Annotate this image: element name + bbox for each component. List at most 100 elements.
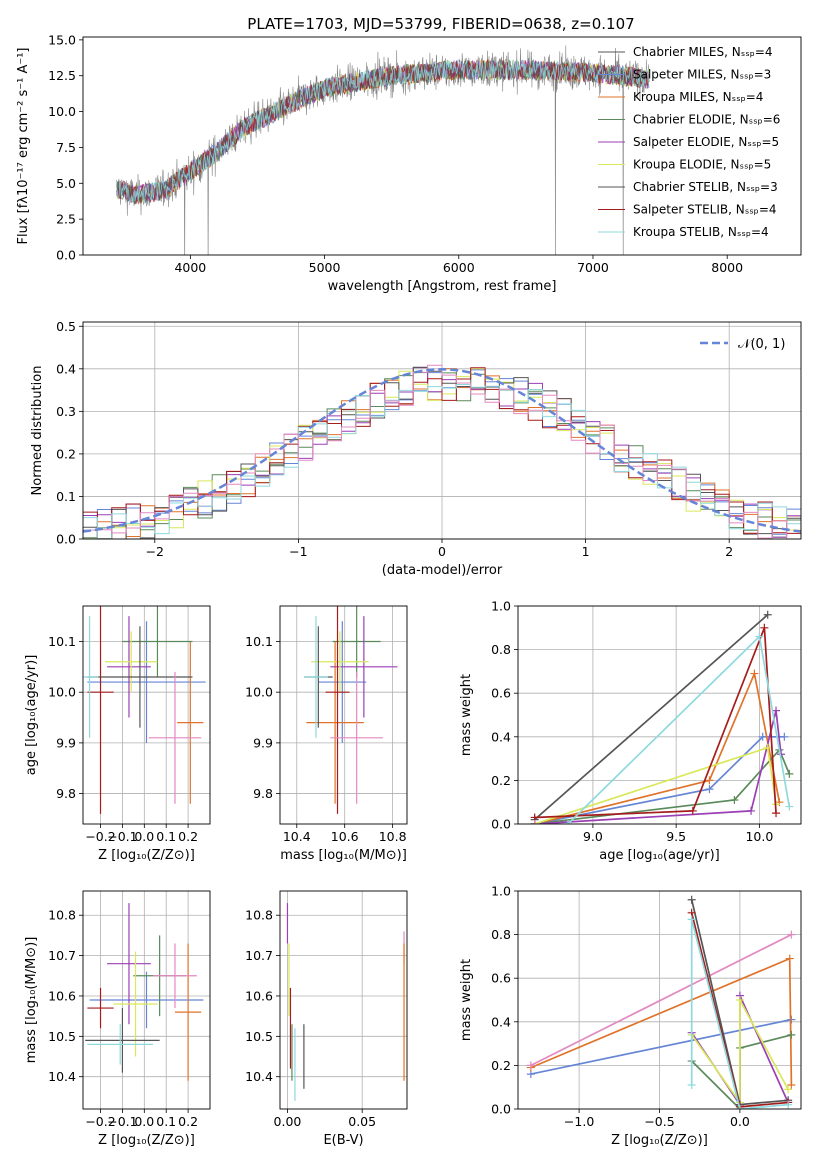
y-tick-label: 10.1 (48, 634, 76, 649)
x-tick-label: 9.0 (583, 829, 603, 844)
weight-marker-c0 (705, 785, 714, 794)
x-tick-label: 0.2 (178, 829, 198, 844)
y-tick-label: 0.8 (491, 642, 511, 657)
x-tick-label: −2 (146, 544, 164, 559)
weight-marker-c8 (530, 820, 539, 824)
weight-marker-c1 (705, 776, 714, 785)
legend-label: 𝒩(0, 1) (738, 337, 785, 352)
x-tick-label: −1 (289, 544, 307, 559)
axes-frame (517, 605, 802, 825)
weight-marker-c6 (760, 623, 769, 632)
model-spectrum-c7 (116, 59, 650, 204)
y-tick-label: 0.0 (56, 532, 76, 547)
y-tick-label: 10.0 (245, 685, 273, 700)
y-tick-label: 10.5 (245, 1029, 273, 1044)
weight-marker-c6 (688, 806, 697, 815)
y-tick-label: 10.0 (48, 104, 76, 119)
x-axis-label: mass [log₁₀(M/M⊙)] (280, 848, 407, 863)
y-axis-label: mass weight (459, 674, 474, 756)
weight-marker-c0 (758, 732, 767, 741)
y-tick-label: 12.5 (48, 68, 76, 83)
weight-marker-c7 (687, 1081, 696, 1090)
axes-frame (82, 36, 802, 256)
y-tick-label: 15.0 (48, 32, 76, 47)
axes-frame (279, 605, 408, 825)
weight-line-c0 (530, 1018, 792, 1075)
x-tick-label: 0.00 (274, 1114, 302, 1129)
x-tick-label: 0.05 (348, 1114, 376, 1129)
weight-marker-c6 (772, 809, 781, 818)
y-tick-label: 9.9 (253, 735, 273, 750)
plot-area (83, 364, 801, 539)
weight-line-c8 (530, 933, 792, 1067)
y-tick-label: 7.5 (56, 140, 76, 155)
x-tick-label: 0.0 (134, 1114, 154, 1129)
x-tick-label: 10.0 (745, 829, 773, 844)
x-tick-label: −0.2 (85, 829, 115, 844)
y-tick-label: 9.8 (56, 786, 76, 801)
x-tick-label: 9.5 (666, 829, 686, 844)
y-tick-label: 10.8 (48, 908, 76, 923)
x-tick-label: 2 (725, 544, 733, 559)
y-tick-label: 9.9 (56, 735, 76, 750)
weight-line-c6 (534, 627, 777, 819)
y-axis-label: mass [log₁₀(M/M⊙)] (24, 937, 39, 1064)
y-tick-label: 0.1 (56, 489, 76, 504)
y-tick-label: 0.4 (491, 729, 511, 744)
y-tick-label: 0.4 (56, 361, 76, 376)
x-axis-label: Z [log₁₀(Z/Z⊙)] (611, 1133, 708, 1148)
y-tick-label: 0.0 (491, 817, 511, 832)
y-tick-label: 0.0 (56, 248, 76, 263)
legend-label: Kroupa ELODIE, Nₛₛₚ=5 (633, 158, 771, 172)
legend-label: Chabrier ELODIE, Nₛₛₚ=6 (633, 113, 780, 127)
x-tick-label: −0.1 (107, 829, 137, 844)
weight-marker-c1 (750, 669, 759, 678)
legend-label: Salpeter ELODIE, Nₛₛₚ=5 (633, 135, 779, 149)
weight-marker-c3 (747, 806, 756, 815)
y-tick-label: 0.6 (491, 686, 511, 701)
y-tick-label: 5.0 (56, 176, 76, 191)
x-tick-label: 4000 (174, 260, 206, 275)
axes-frame (279, 890, 408, 1110)
x-axis-label: Z [log₁₀(Z/Z⊙)] (98, 1133, 195, 1148)
axes-frame (82, 605, 211, 825)
x-tick-label: 1 (582, 544, 590, 559)
weight-line-c3 (534, 710, 782, 824)
y-tick-label: 10.5 (48, 1029, 76, 1044)
legend-label: Salpeter STELIB, Nₛₛₚ=4 (633, 203, 777, 217)
legend-label: Chabrier MILES, Nₛₛₚ=4 (633, 45, 773, 59)
y-tick-label: 10.4 (245, 1069, 273, 1084)
y-tick-label: 0.0 (491, 1102, 511, 1117)
x-axis-label: E(B-V) (323, 1133, 363, 1148)
weight-marker-c7 (785, 802, 794, 811)
x-axis-label: (data-model)/error (382, 563, 503, 578)
x-tick-label: 0.0 (134, 829, 154, 844)
axes-frame (82, 321, 802, 540)
weight-line-c0 (534, 735, 785, 824)
axes-frame (82, 890, 211, 1110)
y-axis-label: mass weight (459, 959, 474, 1041)
plot-area (286, 903, 405, 1101)
x-tick-label: 5000 (309, 260, 341, 275)
plot-area (85, 903, 204, 1081)
axes-age_vs_mass: 10.4 10.6 10.8 9.8 9.9 10.0 10.1 mass [log₁₀(M/… (245, 605, 408, 863)
legend-label: Salpeter MILES, Nₛₛₚ=3 (633, 68, 771, 82)
y-tick-label: 10.6 (48, 988, 76, 1003)
legend-label: Chabrier STELIB, Nₛₛₚ=3 (633, 180, 778, 194)
weight-marker-c2 (785, 769, 794, 778)
weight-marker-c7 (563, 820, 572, 824)
x-tick-label: 7000 (577, 260, 609, 275)
weight-line-c4 (691, 999, 789, 1106)
y-tick-label: 0.3 (56, 404, 76, 419)
y-tick-label: 10.0 (48, 685, 76, 700)
weight-line-c1 (534, 670, 781, 824)
y-tick-label: 0.5 (56, 319, 76, 334)
x-tick-label: −1.0 (564, 1114, 594, 1129)
weight-marker-c4 (735, 996, 744, 1004)
x-axis-label: Z [log₁₀(Z/Z⊙)] (98, 848, 195, 863)
plot-area (303, 606, 398, 814)
y-tick-label: 10.6 (245, 988, 273, 1003)
y-axis-label: age [log₁₀(age/yr)] (24, 655, 39, 776)
axes-mass_vs_ebv: 0.00 0.05 10.4 10.5 10.6 10.7 10.8 E(B-V) (245, 890, 408, 1148)
